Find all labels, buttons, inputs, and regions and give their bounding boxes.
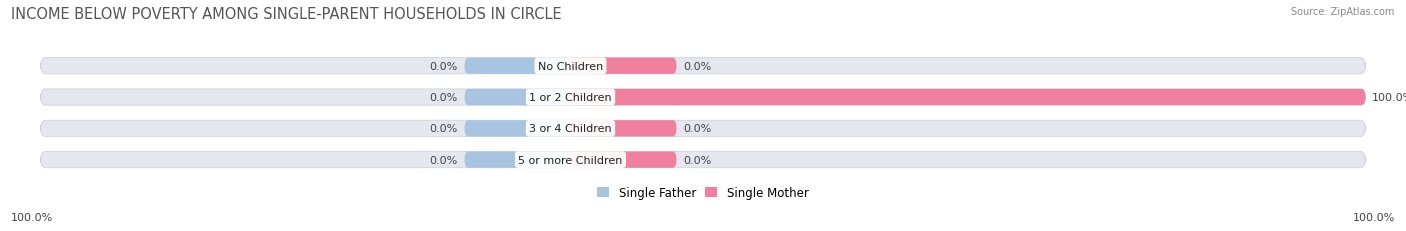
Legend: Single Father, Single Mother: Single Father, Single Mother [593,181,813,204]
Text: 0.0%: 0.0% [430,61,458,71]
FancyBboxPatch shape [464,152,571,168]
Text: 3 or 4 Children: 3 or 4 Children [529,124,612,134]
FancyBboxPatch shape [571,89,1365,106]
FancyBboxPatch shape [571,121,676,137]
FancyBboxPatch shape [571,58,676,75]
Text: 0.0%: 0.0% [683,61,711,71]
Text: 0.0%: 0.0% [683,155,711,165]
FancyBboxPatch shape [41,89,1365,106]
Text: 1 or 2 Children: 1 or 2 Children [529,93,612,103]
Text: 100.0%: 100.0% [11,212,53,222]
Text: Source: ZipAtlas.com: Source: ZipAtlas.com [1291,7,1395,17]
Text: 0.0%: 0.0% [683,124,711,134]
Text: 0.0%: 0.0% [430,155,458,165]
Text: 100.0%: 100.0% [1372,93,1406,103]
FancyBboxPatch shape [464,89,571,106]
Text: 0.0%: 0.0% [430,93,458,103]
Text: INCOME BELOW POVERTY AMONG SINGLE-PARENT HOUSEHOLDS IN CIRCLE: INCOME BELOW POVERTY AMONG SINGLE-PARENT… [11,7,562,22]
FancyBboxPatch shape [41,58,1365,75]
FancyBboxPatch shape [464,121,571,137]
FancyBboxPatch shape [571,152,676,168]
Text: No Children: No Children [538,61,603,71]
Text: 0.0%: 0.0% [430,124,458,134]
Text: 5 or more Children: 5 or more Children [519,155,623,165]
FancyBboxPatch shape [41,152,1365,168]
FancyBboxPatch shape [464,58,571,75]
Text: 100.0%: 100.0% [1353,212,1395,222]
FancyBboxPatch shape [41,121,1365,137]
